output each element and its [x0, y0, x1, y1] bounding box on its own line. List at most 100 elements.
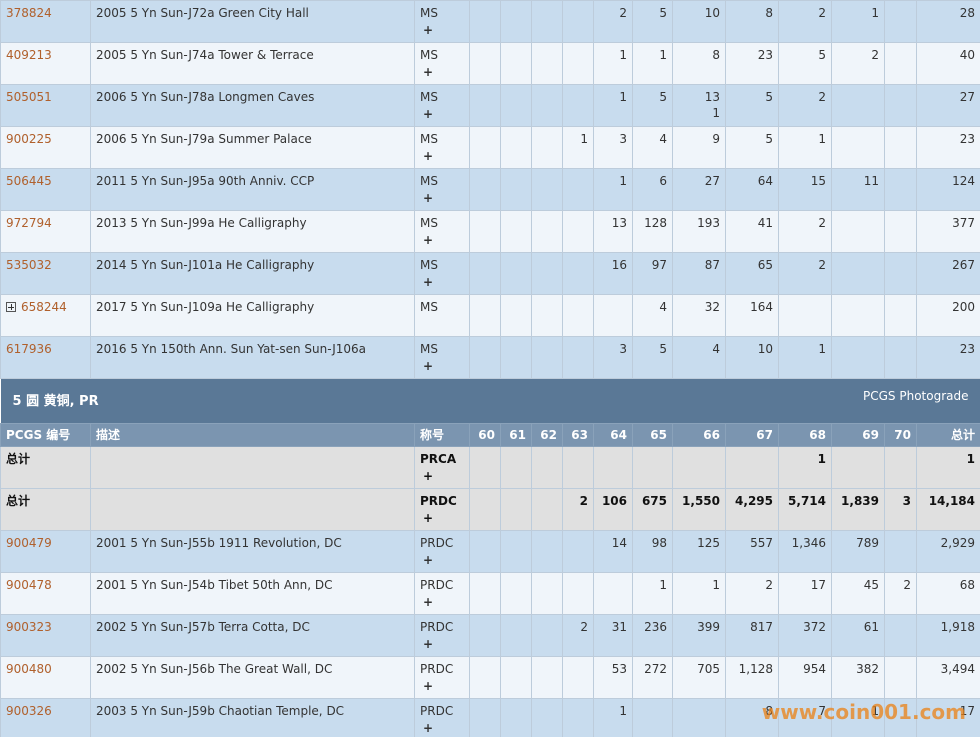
- pcgs-number[interactable]: 900326: [6, 704, 52, 718]
- pcgs-number[interactable]: 505051: [6, 90, 52, 104]
- plus-grade: +: [423, 637, 434, 651]
- population-count: 8: [765, 6, 773, 20]
- population-count: 272: [644, 662, 667, 676]
- pcgs-number[interactable]: 409213: [6, 48, 52, 62]
- designation: MS: [420, 258, 438, 272]
- plus-grade: +: [423, 679, 434, 693]
- pcgs-number[interactable]: 617936: [6, 342, 52, 356]
- population-count: 1,550: [682, 494, 720, 508]
- row-total: 23: [959, 132, 975, 146]
- count-cell: [562, 294, 594, 337]
- id-cell: 总计: [0, 446, 91, 489]
- designation: PRDC: [420, 494, 457, 508]
- count-cell: [500, 446, 532, 489]
- table-row: 900480 2002 5 Yn Sun-J56b The Great Wall,…: [0, 656, 980, 699]
- id-cell: 617936: [0, 336, 91, 379]
- plus-grade: +: [423, 469, 434, 483]
- description: 2011 5 Yn Sun-J95a 90th Anniv. CCP: [96, 174, 315, 188]
- count-cell: 1: [593, 698, 633, 737]
- pcgs-number[interactable]: 900480: [6, 662, 52, 676]
- count-cell: 7: [778, 698, 832, 737]
- count-cell: [831, 210, 885, 253]
- count-cell: 23: [725, 42, 779, 85]
- population-count: 7: [818, 704, 826, 718]
- count-cell: [531, 252, 563, 295]
- description-cell: 2016 5 Yn 150th Ann. Sun Yat-sen Sun-J10…: [90, 336, 415, 379]
- count-cell: [531, 42, 563, 85]
- count-cell: 1,128: [725, 656, 779, 699]
- description-cell: 2002 5 Yn Sun-J57b Terra Cotta, DC: [90, 614, 415, 657]
- count-cell: [562, 336, 594, 379]
- total-cell: 1: [916, 446, 980, 489]
- count-cell: [562, 698, 594, 737]
- description-cell: 2011 5 Yn Sun-J95a 90th Anniv. CCP: [90, 168, 415, 211]
- description: 2002 5 Yn Sun-J57b Terra Cotta, DC: [96, 620, 310, 634]
- table-row: 900326 2003 5 Yn Sun-J59b Chaotian Temple…: [0, 698, 980, 737]
- total-label: 总计: [6, 452, 31, 466]
- count-cell: [562, 0, 594, 43]
- population-count: 1: [712, 106, 720, 120]
- count-cell: [531, 572, 563, 615]
- id-cell: 535032: [0, 252, 91, 295]
- plus-grade: +: [423, 23, 434, 37]
- count-cell: 2: [831, 42, 885, 85]
- count-cell: 3: [884, 488, 917, 531]
- plus-grade: +: [423, 149, 434, 163]
- count-cell: 5: [778, 42, 832, 85]
- count-cell: [884, 530, 917, 573]
- count-cell: [500, 168, 532, 211]
- population-count: 1: [619, 174, 627, 188]
- count-cell: 13: [593, 210, 633, 253]
- pcgs-number[interactable]: 900323: [6, 620, 52, 634]
- count-cell: [531, 84, 563, 127]
- plus-grade: +: [423, 553, 434, 567]
- section-cell: 5 圆 黄铜, PR PCGS Photograde: [0, 378, 980, 424]
- photograde-link[interactable]: PCGS Photograde: [863, 389, 969, 403]
- pcgs-number[interactable]: 900479: [6, 536, 52, 550]
- count-cell: 87: [672, 252, 726, 295]
- pcgs-number[interactable]: 972794: [6, 216, 52, 230]
- population-count: 5: [765, 90, 773, 104]
- description-cell: 2017 5 Yn Sun-J109a He Calligraphy: [90, 294, 415, 337]
- table-row: 617936 2016 5 Yn 150th Ann. Sun Yat-sen S…: [0, 336, 980, 379]
- pcgs-number[interactable]: 378824: [6, 6, 52, 20]
- count-cell: [562, 84, 594, 127]
- count-cell: 817: [725, 614, 779, 657]
- count-cell: 27: [672, 168, 726, 211]
- count-cell: 789: [831, 530, 885, 573]
- designation: PRCA: [420, 452, 457, 466]
- count-cell: [884, 210, 917, 253]
- section-header: 5 圆 黄铜, PR PCGS Photograde: [0, 378, 980, 424]
- id-cell: 总计: [0, 488, 91, 531]
- count-cell: [593, 446, 633, 489]
- id-cell: 900479: [0, 530, 91, 573]
- grade-cell: MS: [414, 294, 470, 337]
- expand-icon[interactable]: [6, 302, 16, 312]
- total-cell: 17: [916, 698, 980, 737]
- count-cell: [884, 168, 917, 211]
- row-total: 40: [959, 48, 975, 62]
- description: 2006 5 Yn Sun-J79a Summer Palace: [96, 132, 312, 146]
- count-cell: 65: [725, 252, 779, 295]
- id-cell: 972794: [0, 210, 91, 253]
- plus-grade: +: [423, 191, 434, 205]
- pcgs-number[interactable]: 900478: [6, 578, 52, 592]
- pcgs-number[interactable]: 900225: [6, 132, 52, 146]
- count-cell: 1,839: [831, 488, 885, 531]
- row-total: 28: [959, 6, 975, 20]
- count-cell: 2: [725, 572, 779, 615]
- pcgs-number[interactable]: 506445: [6, 174, 52, 188]
- total-cell: 14,184: [916, 488, 980, 531]
- count-cell: 164: [725, 294, 779, 337]
- count-cell: [831, 446, 885, 489]
- count-cell: 9: [672, 126, 726, 169]
- table-row: 506445 2011 5 Yn Sun-J95a 90th Anniv. CCP…: [0, 168, 980, 211]
- count-cell: [884, 614, 917, 657]
- population-count: 2: [903, 578, 911, 592]
- population-count: 789: [856, 536, 879, 550]
- pcgs-number[interactable]: 658244: [21, 300, 67, 314]
- count-cell: [500, 698, 532, 737]
- description-cell: 2002 5 Yn Sun-J56b The Great Wall, DC: [90, 656, 415, 699]
- count-cell: [469, 530, 501, 573]
- pcgs-number[interactable]: 535032: [6, 258, 52, 272]
